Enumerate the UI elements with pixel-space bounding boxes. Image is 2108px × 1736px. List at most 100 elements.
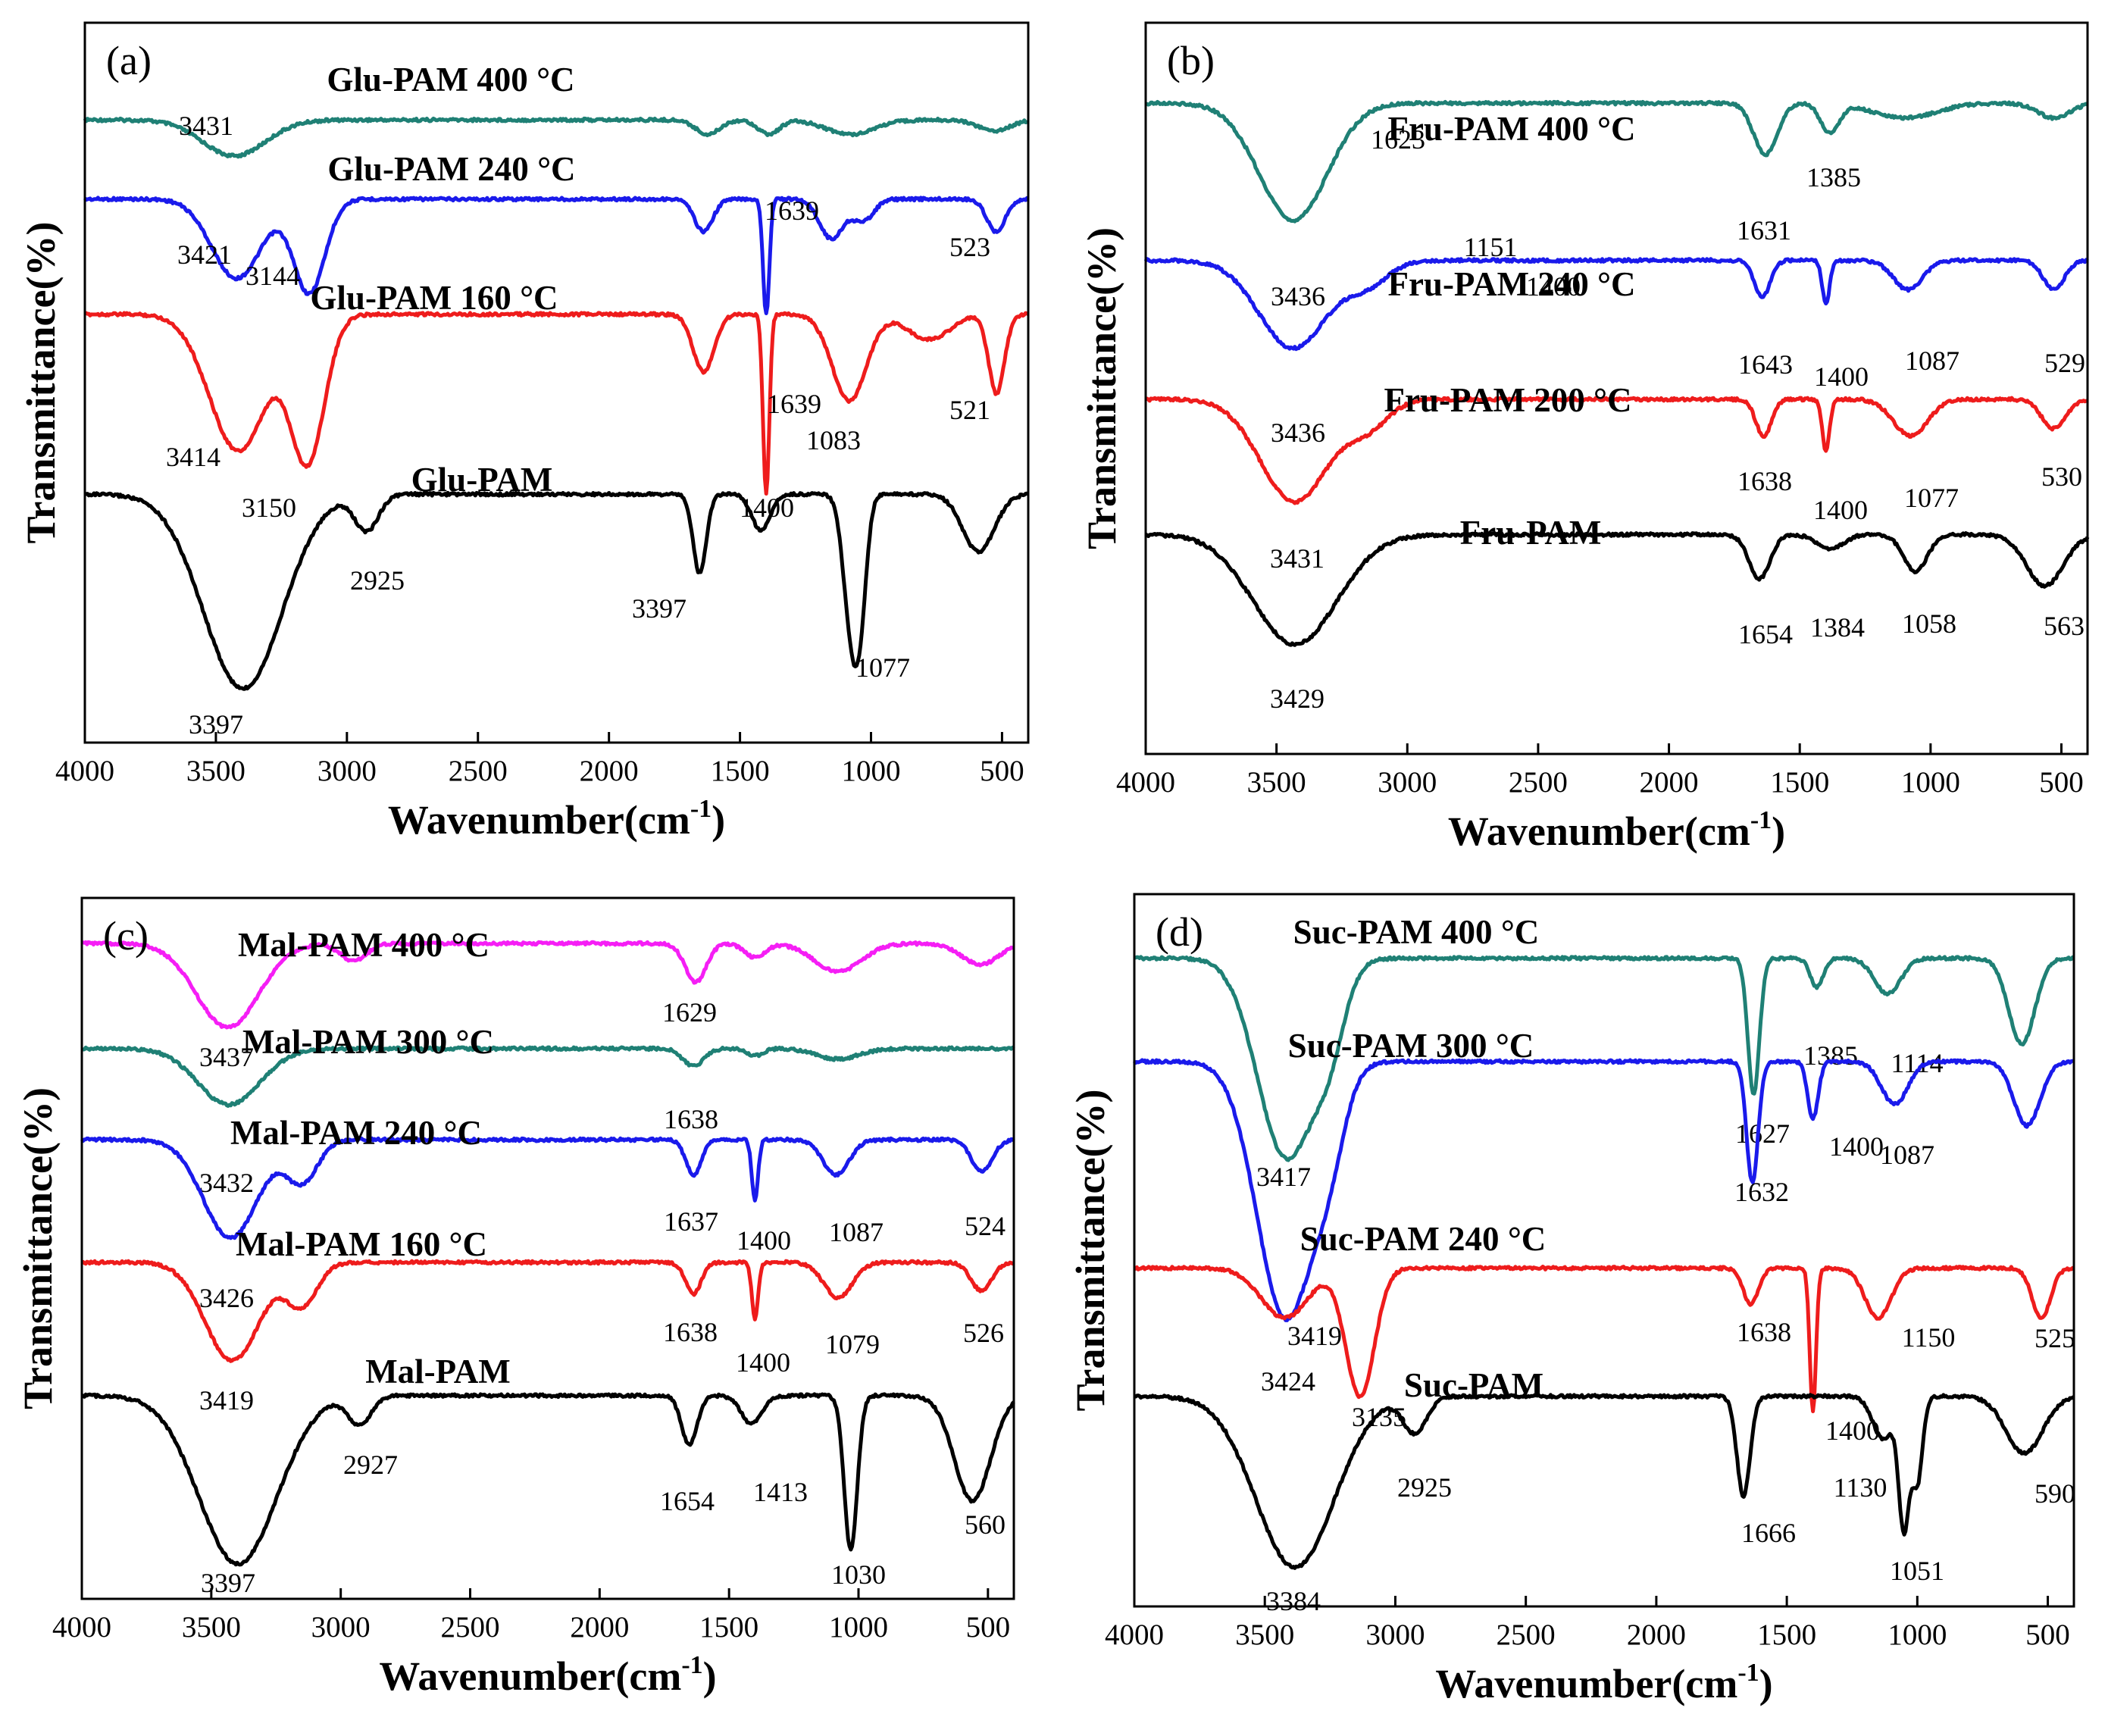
series-label-unit: °C [449, 1225, 488, 1263]
peak-label: 1666 [1741, 1518, 1796, 1548]
x-tick-label: 4000 [1105, 1619, 1164, 1651]
series-label-unit: °C [1501, 913, 1540, 951]
x-tick-label: 2500 [1509, 766, 1568, 799]
chart-panel-a: Glu-PAM 400 °C 3431 1623 Glu-PAM 240 °C 3421… [18, 21, 1581, 843]
plot-frame [83, 21, 1030, 744]
spectrum-line-glu-pam-240 [83, 195, 1029, 315]
x-tick-label: 1500 [1770, 766, 1829, 799]
x-axis-title-superscript: -1 [1737, 1659, 1759, 1687]
peak-label: 1058 [1902, 608, 1956, 639]
x-tick-label: 1500 [1757, 1619, 1816, 1651]
panel-label: (c) [103, 913, 149, 959]
spectrum-line-fru-pam-400 [1145, 99, 2089, 224]
spectrum-line-glu-pam-160 [84, 311, 1030, 496]
series-label: Glu-PAM 240 °C [327, 150, 575, 188]
peak-label: 1400 [1813, 495, 1868, 525]
peak-label: 1385 [1806, 162, 1861, 192]
x-tick-label: 1500 [711, 755, 770, 787]
x-axis-title: Wavenumber(cm-1) [1448, 806, 1785, 854]
x-axis-title-close: ) [712, 797, 725, 843]
series-label-unit: °C [1594, 381, 1632, 419]
peak-label: 1639 [765, 195, 819, 226]
panel-label: (d) [1156, 909, 1203, 955]
peak-label: 1643 [1738, 349, 1793, 380]
peak-label: 1150 [1902, 1322, 1956, 1353]
peak-label: 1400 [1526, 271, 1581, 302]
y-axis-title: Transmittance(%) [1068, 1090, 1113, 1412]
spectrum-line-suc-pam-240 [1134, 1265, 2075, 1413]
spectrum-line-fru-pam-200 [1144, 396, 2088, 505]
x-axis-title-close: ) [1772, 809, 1785, 854]
series-label: Mal-PAM 300 °C [242, 1023, 494, 1061]
x-tick-label: 2500 [449, 755, 508, 787]
peak-label: 524 [965, 1211, 1006, 1241]
series-label-unit: °C [452, 926, 490, 964]
series-label: Fru-PAM 400 °C [1387, 110, 1635, 148]
x-tick-label: 4000 [1116, 766, 1175, 799]
peak-label: 1638 [664, 1104, 718, 1134]
x-axis-title: Wavenumber(cm-1) [1435, 1659, 1772, 1706]
peak-label: 3384 [1266, 1586, 1321, 1616]
x-tick-label: 3500 [182, 1611, 241, 1644]
peak-label: 1384 [1810, 612, 1865, 643]
spectrum-line-mal-pam [81, 1392, 1015, 1567]
peak-label: 1079 [825, 1329, 880, 1359]
peak-label: 3426 [199, 1283, 254, 1313]
x-tick-label: 1000 [1888, 1619, 1947, 1651]
x-axis-title-superscript: -1 [690, 795, 712, 823]
spectrum-line-suc-pam [1134, 1393, 2075, 1570]
peak-label: 3135 [1352, 1402, 1406, 1432]
peak-label: 1413 [753, 1477, 808, 1507]
x-tick-label: 1000 [829, 1611, 888, 1644]
x-tick-label: 3500 [1235, 1619, 1294, 1651]
peak-label: 1654 [660, 1486, 715, 1516]
series-label-unit: °C [536, 61, 575, 99]
peak-label: 3429 [1270, 683, 1325, 714]
peak-label: 1632 [1734, 1177, 1789, 1207]
spectrum-line-fru-pam [1144, 531, 2090, 647]
spectrum-line-mal-pam-160 [81, 1259, 1015, 1363]
series-label-unit: °C [520, 279, 558, 317]
peak-label: 1623 [1371, 124, 1425, 155]
peak-label: 2925 [1397, 1472, 1452, 1503]
series-label-unit: °C [1496, 1027, 1534, 1065]
plot-frame [1133, 893, 2075, 1608]
peak-label: 1077 [1904, 483, 1959, 513]
series-label: Glu-PAM 400 °C [327, 61, 574, 99]
series-label: Mal-PAM [365, 1353, 511, 1390]
peak-label: 521 [949, 395, 990, 425]
spectrum-line-fru-pam-240 [1143, 257, 2089, 352]
peak-label: 3436 [1271, 418, 1325, 448]
series-label: Fru-PAM 200 °C [1384, 381, 1631, 419]
series-label: Suc-PAM 400 °C [1293, 913, 1540, 951]
peak-label: 3431 [179, 111, 233, 141]
x-axis-title-superscript: -1 [681, 1651, 702, 1679]
peak-label: 3414 [166, 442, 220, 472]
peak-label: 1087 [829, 1217, 884, 1247]
peak-label: 1400 [1814, 361, 1869, 392]
series-label-unit: °C [1597, 265, 1636, 303]
peak-label: 1400 [737, 1225, 791, 1256]
series-label: Suc-PAM [1404, 1366, 1543, 1404]
peak-label: 1638 [1737, 466, 1792, 496]
x-tick-label: 3500 [186, 755, 246, 787]
peak-label: 1051 [1890, 1556, 1944, 1586]
chart-panel-b: Fru-PAM 400 °C 3436 1631 1385 Fru-PAM 240 °C… [1079, 21, 2090, 854]
x-axis-title: Wavenumber(cm-1) [379, 1651, 716, 1699]
x-tick-label: 1500 [699, 1611, 758, 1644]
peak-label: 563 [2044, 611, 2085, 641]
x-axis-title-close: ) [1759, 1661, 1773, 1706]
x-tick-label: 1000 [1901, 766, 1960, 799]
plot-frame [1144, 21, 2089, 755]
peak-label: 3397 [201, 1568, 255, 1598]
peak-label: 525 [2035, 1323, 2075, 1353]
peak-label: 1087 [1905, 346, 1959, 376]
peak-label: 3431 [1270, 543, 1325, 574]
peak-label: 1637 [664, 1206, 718, 1237]
spectrum-line-mal-pam-300 [81, 1045, 1015, 1108]
spectrum-line-glu-pam [84, 490, 1029, 691]
x-tick-label: 2500 [441, 1611, 500, 1644]
x-tick-label: 2000 [1627, 1619, 1686, 1651]
chart-panel-c: Mal-PAM 400 °C 3437 1629 Mal-PAM 300 °C 3432… [15, 896, 1015, 1699]
